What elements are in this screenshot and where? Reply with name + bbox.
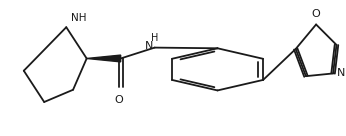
- Text: N: N: [337, 68, 345, 78]
- Text: O: O: [114, 95, 123, 105]
- Text: N: N: [145, 41, 153, 51]
- Polygon shape: [86, 55, 121, 62]
- Text: O: O: [312, 10, 320, 19]
- Text: H: H: [151, 33, 158, 43]
- Text: NH: NH: [71, 13, 87, 23]
